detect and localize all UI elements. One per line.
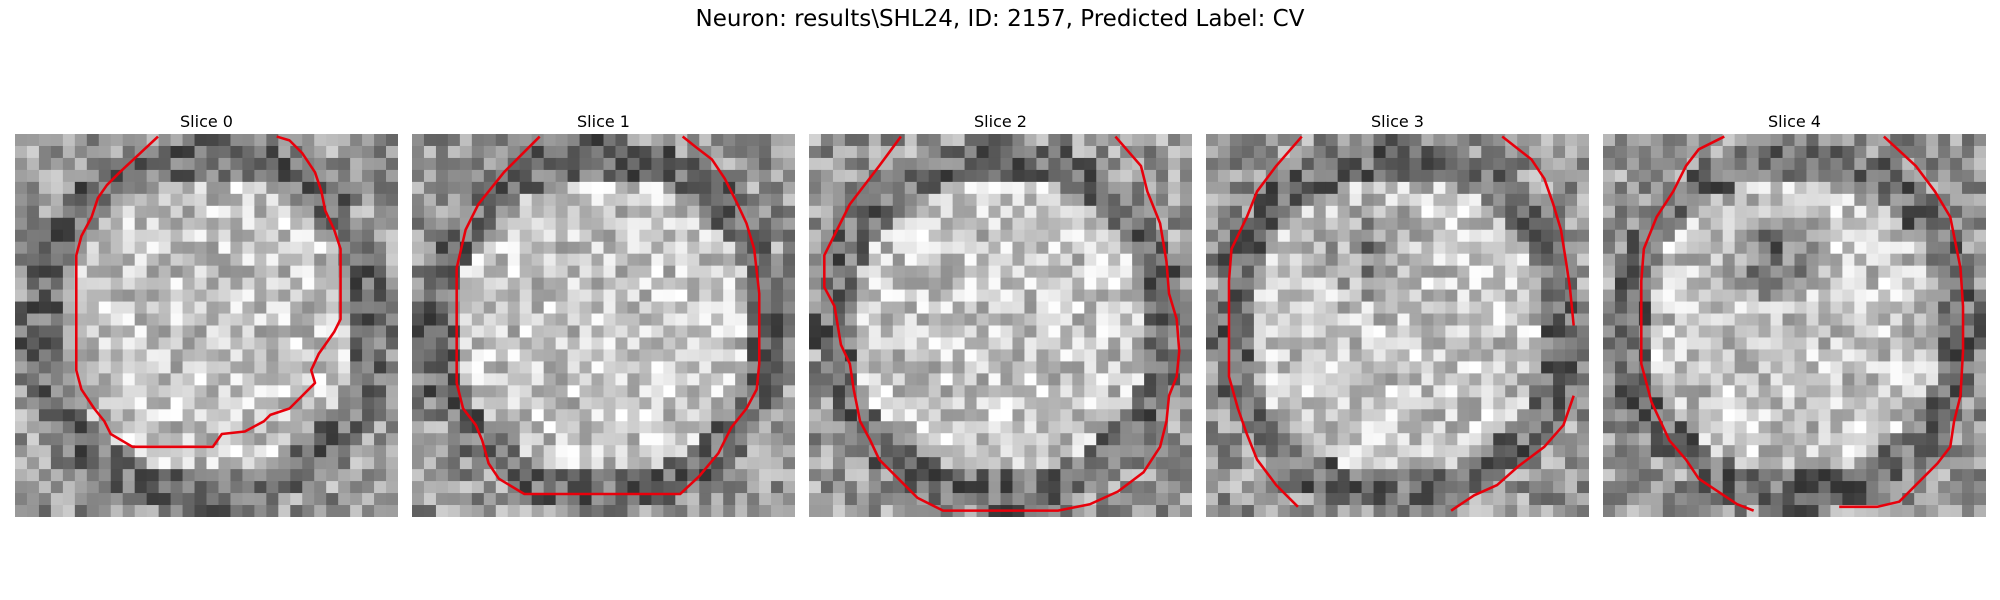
slice-image xyxy=(1206,134,1589,517)
contour-line xyxy=(823,135,1181,512)
slice-title: Slice 3 xyxy=(1371,112,1424,131)
slice-title: Slice 0 xyxy=(180,112,233,131)
slice-title: Slice 1 xyxy=(577,112,630,131)
slice-panel-0: Slice 0 xyxy=(15,110,398,517)
slice-image xyxy=(809,134,1192,517)
contour-line xyxy=(1450,395,1575,512)
pixel-grid xyxy=(412,134,795,517)
slice-panel-2: Slice 2 xyxy=(809,110,1192,517)
slice-image xyxy=(1603,134,1986,517)
slice-image xyxy=(412,134,795,517)
pixel-grid xyxy=(809,134,1192,517)
contour-outline xyxy=(455,135,761,496)
pixel-grid xyxy=(1206,134,1589,517)
slice-panel-1: Slice 1 xyxy=(412,110,795,517)
slice-image xyxy=(15,134,398,517)
slice-title: Slice 4 xyxy=(1768,112,1821,131)
contour-line xyxy=(1501,135,1575,326)
slice-panel-4: Slice 4 xyxy=(1603,110,1986,517)
pixel-grid xyxy=(15,134,398,517)
slice-panel-3: Slice 3 xyxy=(1206,110,1589,517)
contour-outline xyxy=(75,135,342,449)
pixel-grid xyxy=(1603,134,1986,517)
contour-line xyxy=(1839,135,1965,509)
contour-outline xyxy=(823,135,1181,512)
figure-title: Neuron: results\SHL24, ID: 2157, Predict… xyxy=(695,6,1305,32)
contour-line xyxy=(1640,135,1755,512)
contour-outline xyxy=(1640,135,1965,512)
contour-outline xyxy=(1227,135,1575,512)
slice-title: Slice 2 xyxy=(974,112,1027,131)
contour-line xyxy=(75,135,342,449)
contour-line xyxy=(455,135,761,496)
contour-line xyxy=(1227,135,1303,508)
